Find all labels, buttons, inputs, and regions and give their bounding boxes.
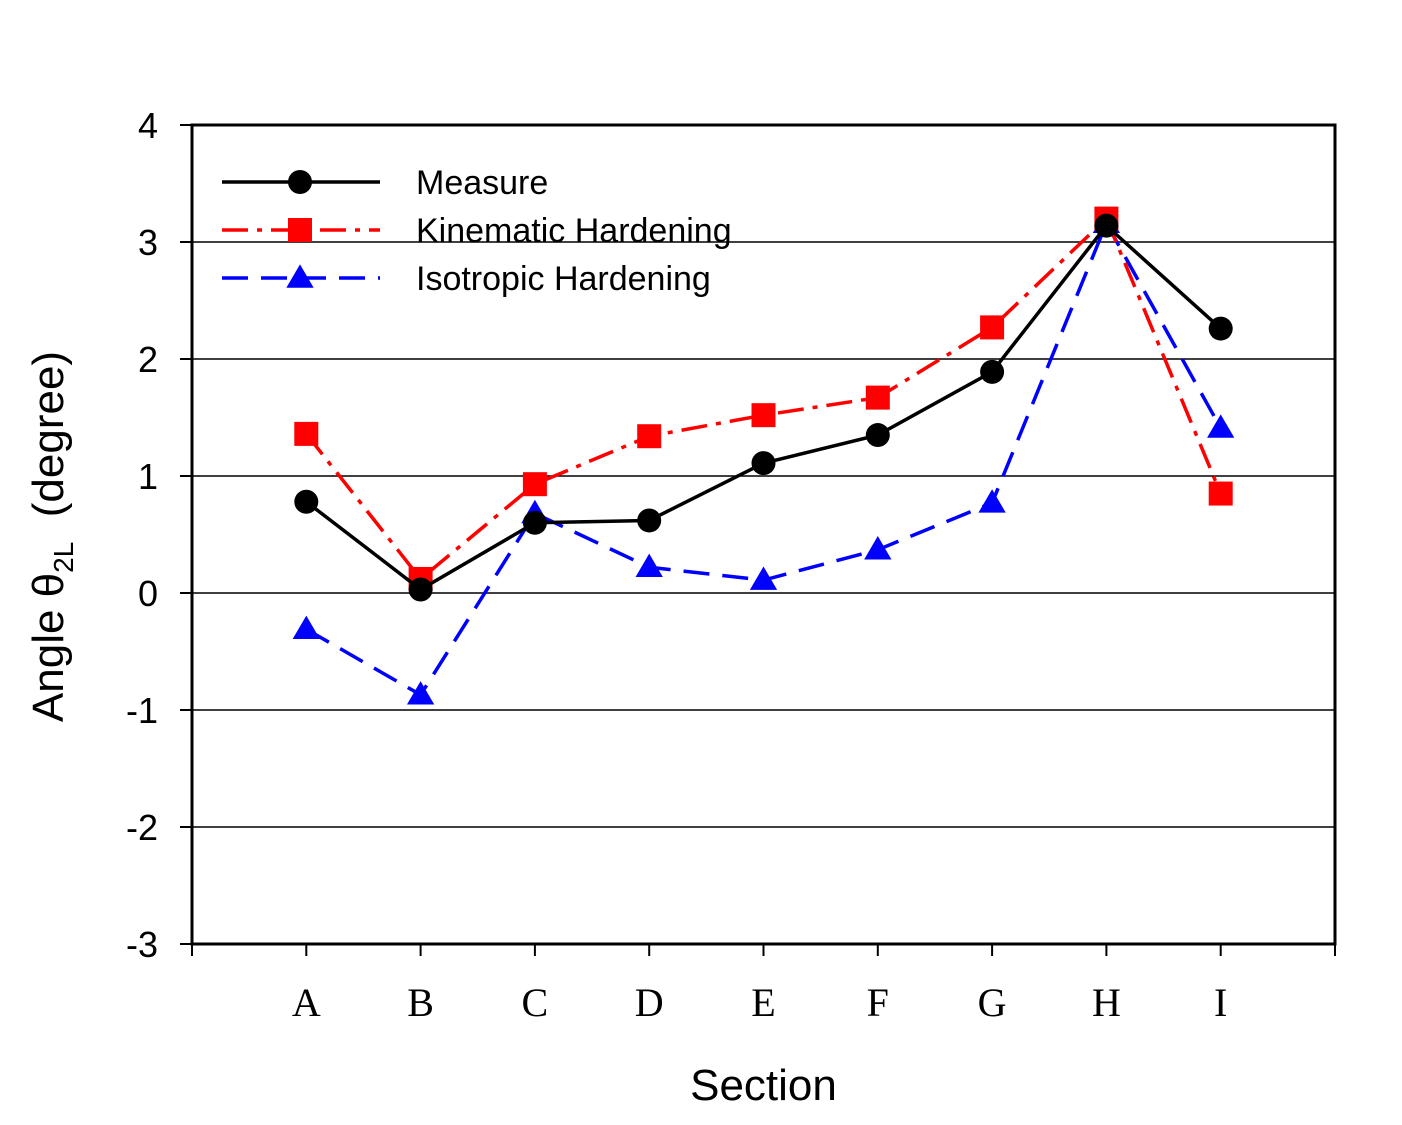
y-tick-label: 0	[138, 573, 158, 614]
series-line	[304, 215, 1223, 582]
legend-marker	[288, 218, 312, 242]
data-point	[751, 451, 776, 476]
data-point	[294, 421, 319, 446]
data-point	[1094, 213, 1119, 238]
y-tick-label: 2	[138, 339, 158, 380]
x-tick-label: G	[978, 980, 1007, 1025]
data-point	[635, 553, 663, 578]
data-point	[522, 472, 547, 497]
y-tick-label: -1	[126, 690, 158, 731]
legend-item: Measure	[222, 164, 548, 202]
legend-label: Kinematic Hardening	[416, 212, 732, 250]
data-point	[751, 403, 776, 428]
x-tick-label: H	[1092, 980, 1121, 1025]
legend-label: Measure	[416, 164, 548, 202]
x-axis-title: Section	[690, 1061, 837, 1110]
x-tick-label: B	[407, 980, 434, 1025]
data-point	[637, 424, 662, 449]
y-axis-title-symbol: θ	[24, 573, 73, 597]
y-axis-title-suffix: (degree)	[24, 351, 73, 542]
grid-lines	[192, 241, 1335, 828]
data-point	[1208, 481, 1233, 506]
y-axis-title-prefix: Angle	[24, 597, 73, 722]
y-tick-label: 3	[138, 222, 158, 263]
x-tick-label: F	[867, 980, 889, 1025]
data-point	[637, 508, 662, 533]
x-tick-label: I	[1214, 980, 1227, 1025]
data-point	[1208, 316, 1233, 341]
x-tick-label: A	[292, 980, 321, 1025]
data-point	[749, 566, 778, 590]
plot-frame	[190, 123, 1337, 946]
data-point	[294, 489, 319, 514]
y-axis-title-subscript: 2L	[48, 542, 79, 573]
data-point	[978, 489, 1006, 513]
data-point	[980, 359, 1005, 384]
data-point	[864, 536, 892, 560]
axes: -3 -2 -1 0 1 2 3 4 A B C D E F G H I	[126, 105, 1336, 1025]
y-axis-title: Angle θ2L (degree)	[24, 351, 79, 722]
x-tick-label: C	[522, 980, 549, 1025]
data-point	[522, 510, 547, 535]
data-point	[1207, 414, 1235, 438]
legend-label: Isotropic Hardening	[416, 260, 711, 298]
series-layer	[292, 206, 1235, 705]
legend-item: Isotropic Hardening	[222, 260, 711, 298]
series-measure	[294, 213, 1233, 602]
data-point	[406, 681, 435, 705]
legend-marker	[286, 264, 314, 288]
legend-marker	[288, 170, 312, 194]
x-tick-label: D	[635, 980, 664, 1025]
y-tick-label: 1	[138, 456, 158, 497]
y-tick-label: -3	[126, 924, 158, 965]
y-tick-label: -2	[126, 807, 158, 848]
y-tick-label: 4	[138, 105, 158, 146]
data-point	[865, 423, 890, 448]
legend-item: Kinematic Hardening	[222, 212, 732, 250]
x-tick-label: E	[751, 980, 775, 1025]
data-point	[408, 577, 433, 602]
data-point	[980, 315, 1005, 340]
data-point	[865, 385, 890, 410]
data-point	[292, 615, 320, 640]
legend: Measure Kinematic Hardening Isotropic Hard…	[222, 164, 732, 298]
